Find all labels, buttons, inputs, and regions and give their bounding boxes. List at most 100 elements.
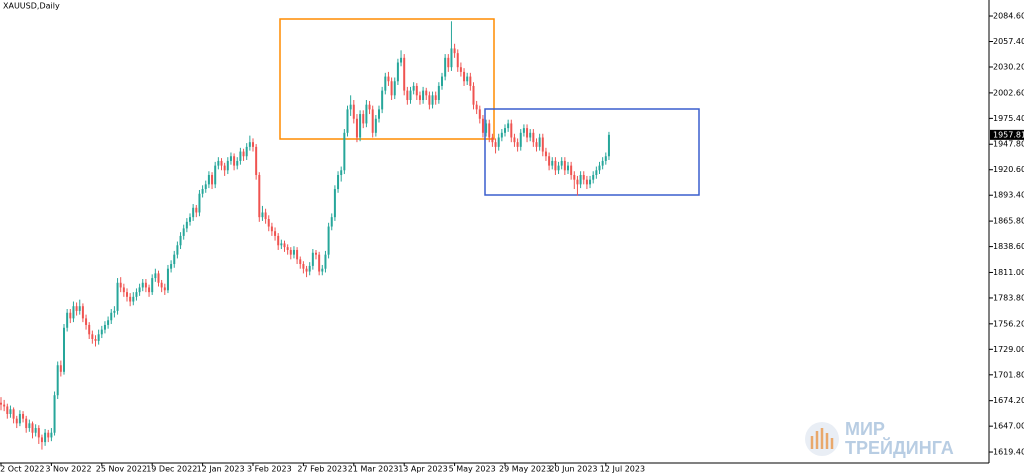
candle-body	[302, 264, 305, 269]
candle-body	[242, 151, 245, 157]
candle-body	[37, 428, 40, 438]
candle-body	[63, 327, 65, 372]
y-tick-label: 1756.20	[993, 319, 1024, 328]
annotation-box	[484, 108, 700, 196]
candle-body	[299, 259, 302, 265]
candle-body	[362, 114, 365, 124]
candle-body	[151, 278, 154, 293]
x-tick-label: 21 Mar 2023	[348, 465, 399, 473]
candle-body	[264, 212, 267, 220]
candle-body	[141, 282, 144, 288]
candle-body	[365, 104, 368, 124]
last-price-label: 1957.81	[993, 130, 1024, 139]
candle-body	[40, 437, 43, 443]
candle-body	[387, 76, 390, 82]
candle-body	[245, 146, 248, 157]
candle-body	[604, 156, 607, 161]
candle-body	[355, 118, 358, 138]
candle-body	[78, 306, 81, 311]
candle-body	[15, 418, 18, 424]
candle-body	[346, 109, 349, 133]
y-tick-label: 1701.80	[993, 370, 1024, 379]
candle-body	[507, 123, 510, 129]
candle-body	[201, 189, 204, 194]
x-tick-label: 3 Feb 2023	[247, 465, 292, 473]
candle-body	[538, 137, 541, 147]
candle-body	[403, 57, 406, 91]
candle-body	[585, 179, 588, 185]
candle-body	[459, 67, 462, 72]
candle-body	[409, 90, 412, 101]
candle-body	[59, 365, 62, 372]
candle-body	[44, 432, 47, 443]
candle-body	[393, 81, 396, 96]
candle-body	[6, 406, 9, 414]
candle-body	[69, 312, 72, 319]
candle-body	[522, 128, 525, 133]
candle-body	[485, 123, 488, 133]
candle-body	[330, 217, 333, 227]
candle-body	[18, 413, 21, 424]
candle-body	[226, 160, 229, 171]
candle-body	[305, 268, 308, 272]
x-tick-label: 5 May 2023	[449, 465, 496, 473]
candle-body	[557, 165, 560, 171]
candle-body	[444, 57, 447, 77]
candle-body	[229, 156, 232, 161]
candle-body	[371, 109, 374, 133]
candle-body	[475, 104, 478, 110]
candle-body	[286, 247, 289, 250]
candle-body	[450, 48, 453, 68]
candle-body	[526, 128, 529, 138]
candle-body	[176, 245, 179, 255]
candle-body	[359, 114, 362, 138]
candle-body	[3, 404, 6, 407]
candle-body	[252, 142, 254, 147]
candle-body	[481, 118, 484, 133]
candle-body	[418, 95, 421, 101]
watermark-text: ТРЕЙДИНГА	[845, 437, 954, 458]
candle-body	[607, 134, 610, 157]
candle-body	[544, 151, 547, 157]
y-tick-label: 1619.40	[993, 448, 1024, 457]
candle-body	[324, 254, 327, 269]
x-tick-label: 13 Apr 2023	[398, 465, 447, 473]
candle-body	[327, 226, 330, 255]
candle-body	[308, 265, 311, 272]
candle-body	[223, 165, 226, 171]
candle-body	[220, 160, 223, 166]
y-tick-label: 2057.40	[993, 37, 1024, 46]
candle-body	[157, 273, 160, 283]
candle-body	[274, 231, 277, 236]
candle-body	[211, 174, 214, 185]
candle-body	[160, 282, 163, 288]
candle-body	[148, 287, 151, 293]
candle-body	[126, 292, 128, 297]
x-tick-label: 19 Dec 2022	[146, 465, 197, 473]
candle-body	[0, 402, 2, 405]
candle-body	[548, 156, 551, 166]
candle-body	[434, 95, 437, 101]
x-tick-label: 3 Nov 2022	[45, 465, 91, 473]
candle-body	[50, 432, 53, 438]
candle-body	[31, 423, 34, 433]
candle-body	[598, 165, 601, 171]
candle-body	[173, 254, 176, 265]
y-tick-label: 1674.20	[993, 396, 1024, 405]
y-tick-label: 2084.60	[993, 12, 1024, 21]
candle-body	[384, 76, 387, 91]
candle-body	[110, 312, 113, 321]
y-tick-label: 1920.60	[993, 165, 1024, 174]
candle-body	[75, 306, 78, 311]
candle-body	[283, 243, 286, 248]
candle-body	[56, 365, 59, 396]
candle-body	[560, 160, 563, 166]
y-tick-label: 1975.40	[993, 114, 1024, 123]
candle-body	[189, 217, 191, 222]
candle-body	[519, 132, 522, 147]
y-tick-label: 1729.00	[993, 345, 1024, 354]
candle-body	[185, 221, 188, 229]
candle-body	[138, 287, 141, 293]
candle-body	[466, 76, 469, 82]
